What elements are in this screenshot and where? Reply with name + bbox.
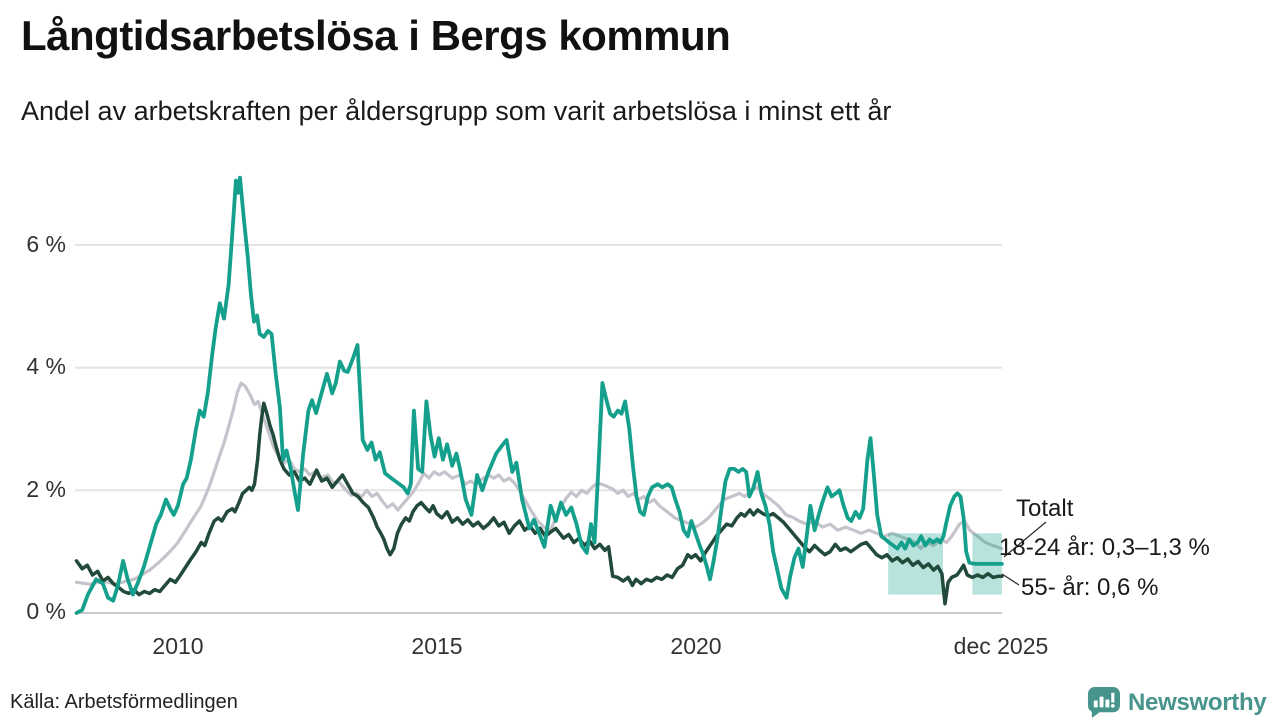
x-tick-dec-2025: dec 2025: [953, 633, 1049, 659]
x-tick-2015: 2015: [411, 633, 463, 659]
series-line-55- år: [74, 401, 1004, 606]
series-line-18-24 år: [74, 175, 1004, 615]
page-title: Långtidsarbetslösa i Bergs kommun: [21, 12, 731, 59]
annotation-55plus: 55- år: 0,6 %: [1021, 574, 1159, 601]
newsworthy-wordmark: Newsworthy: [1128, 688, 1267, 716]
y-tick-0pct: 0 %: [26, 598, 66, 624]
newsworthy-branding: Newsworthy: [1086, 686, 1267, 719]
x-tick-2010: 2010: [152, 633, 204, 659]
annotation-connector-Totalt: [1003, 521, 1047, 558]
y-tick-2pct: 2 %: [26, 476, 66, 502]
x-tick-2020: 2020: [670, 633, 722, 659]
annotation-18-24: 18-24 år: 0,3–1,3 %: [999, 534, 1210, 561]
y-tick-6pct: 6 %: [26, 231, 66, 257]
page-subtitle: Andel av arbetskraften per åldersgrupp s…: [21, 96, 892, 126]
bar-chart-speech-bubble-icon: [1087, 686, 1120, 719]
series-line-Totalt: [74, 381, 1004, 586]
y-tick-4pct: 4 %: [26, 353, 66, 379]
source-credit: Källa: Arbetsförmedlingen: [10, 691, 238, 713]
annotation-connector-55- år: [1001, 573, 1020, 586]
annotation-totalt: Totalt: [1016, 495, 1074, 522]
